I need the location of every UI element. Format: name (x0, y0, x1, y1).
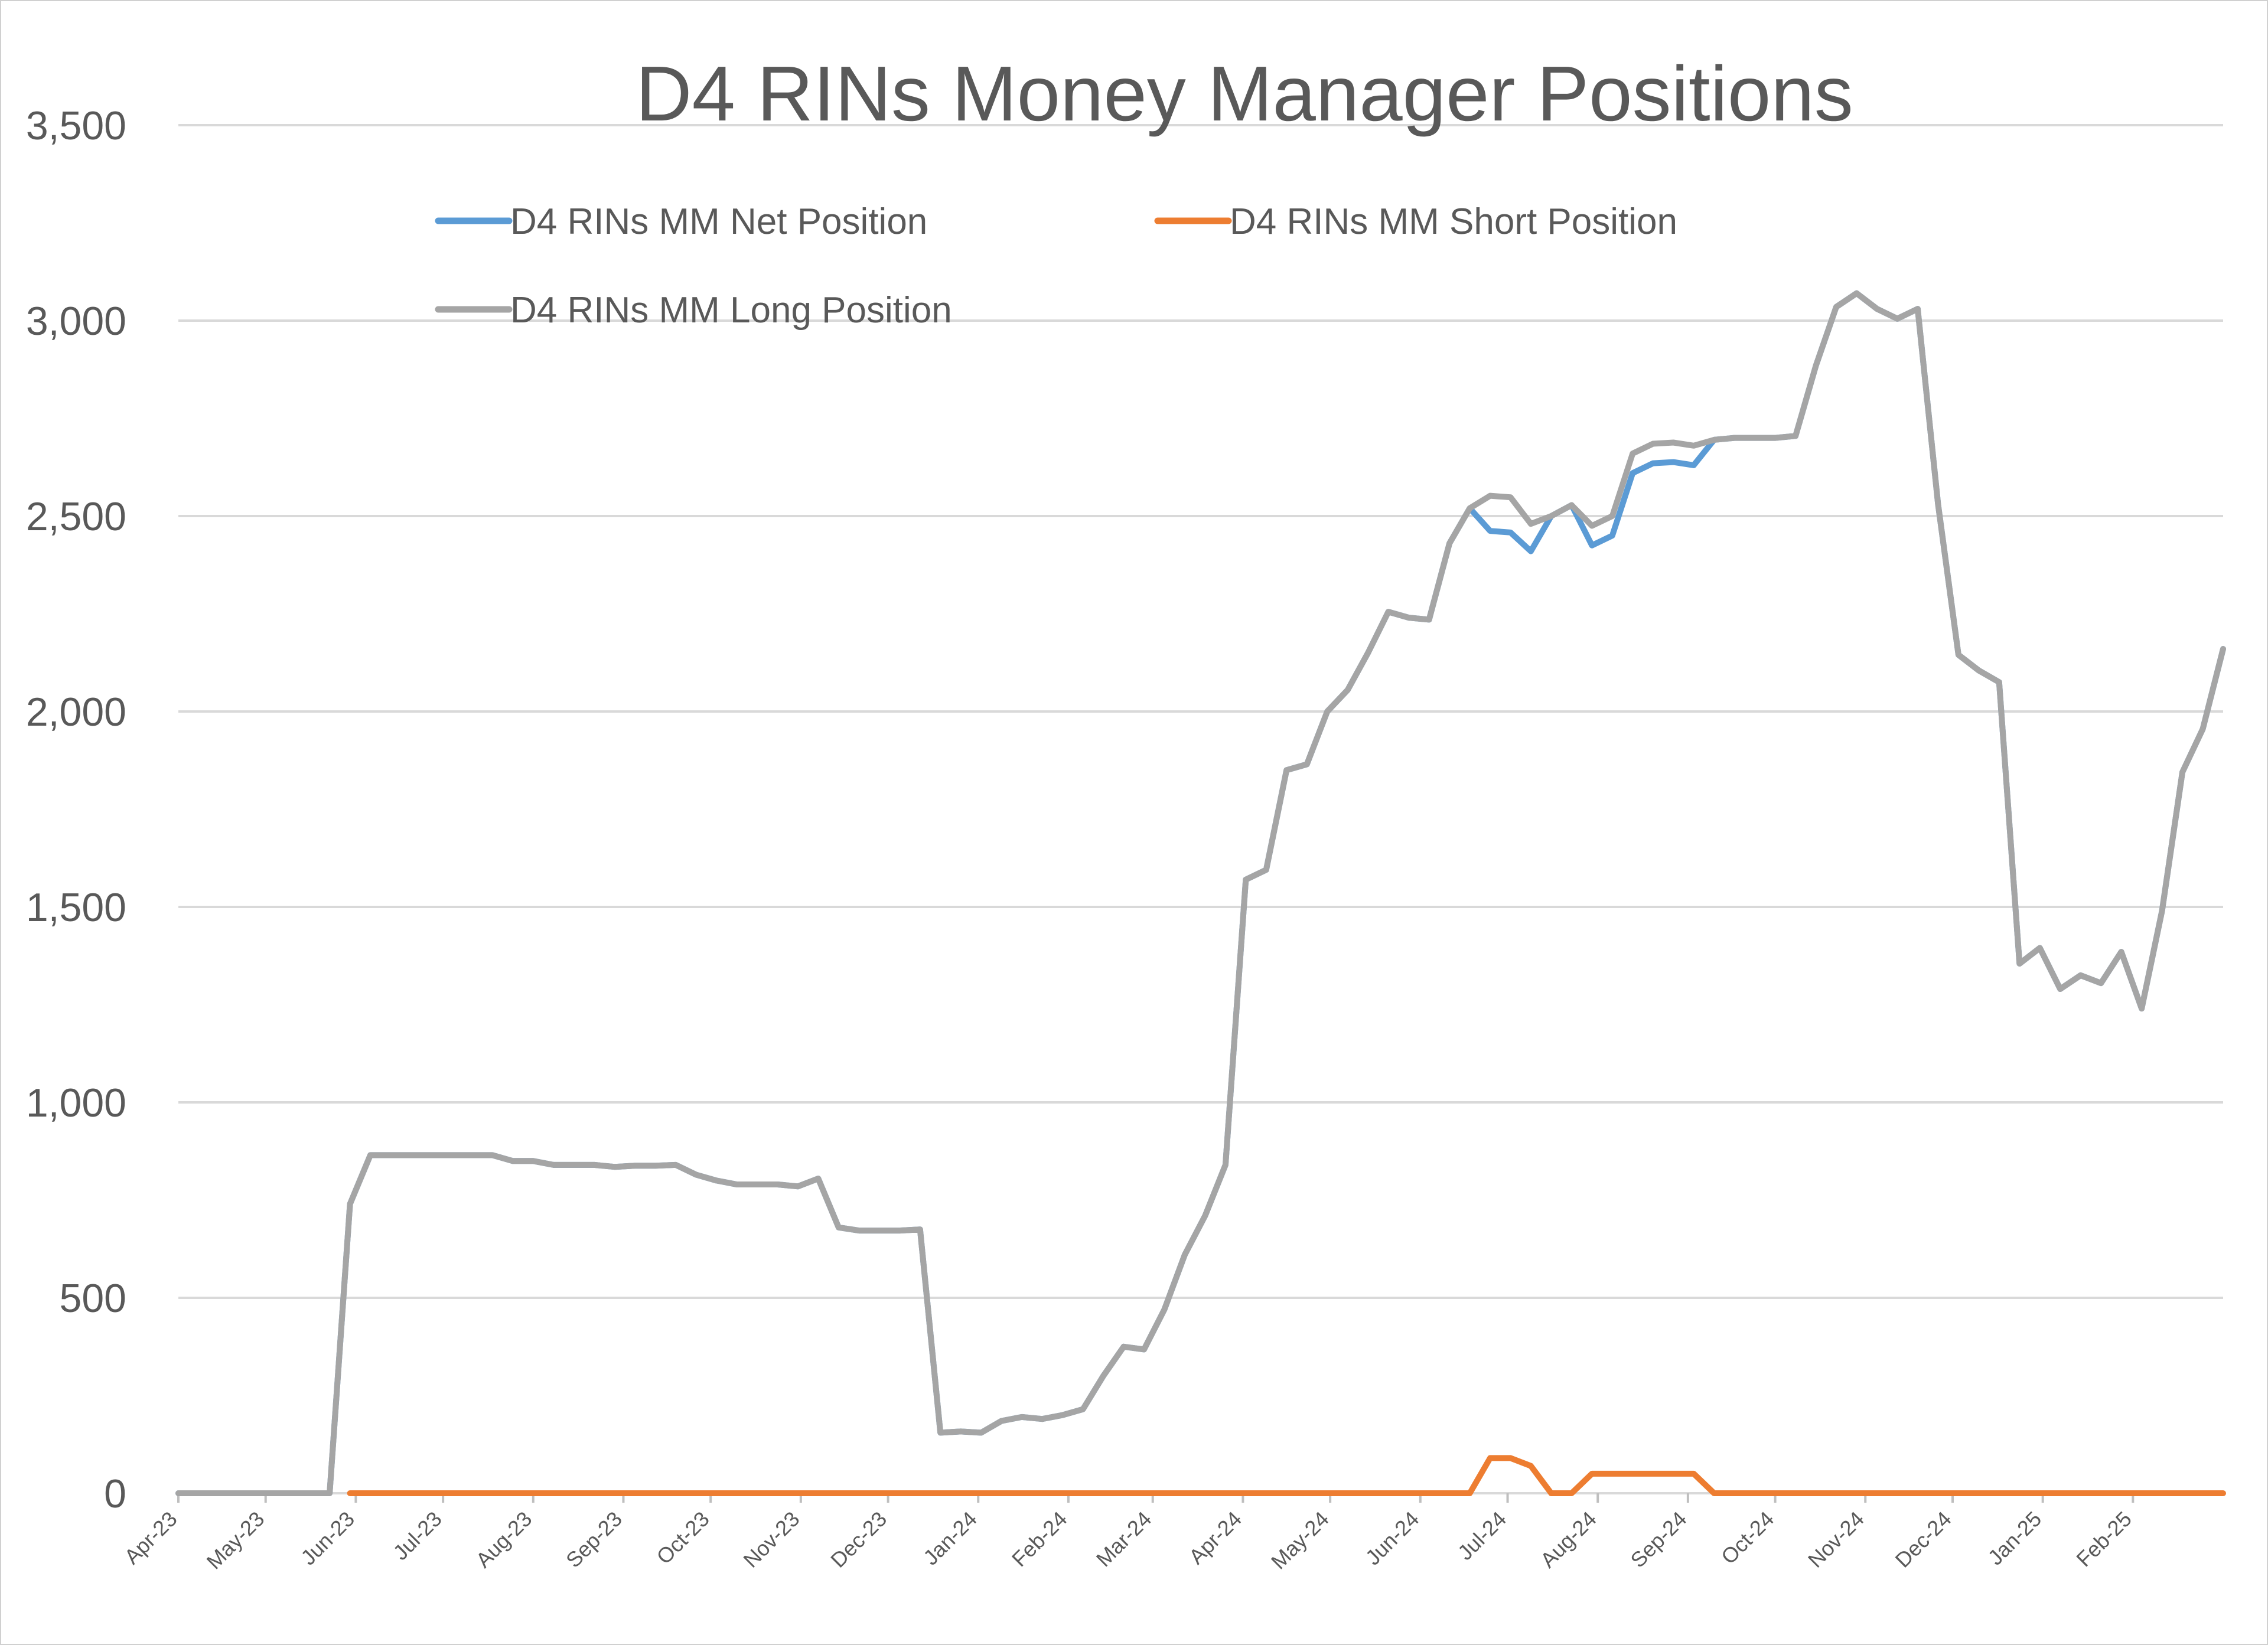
legend-item-short[interactable]: D4 RINs MM Short Position (1154, 201, 1677, 242)
legend-label-long: D4 RINs MM Long Position (510, 290, 952, 331)
x-tick-label: Dec-24 (1891, 1507, 1956, 1572)
series-line-short (347, 1455, 2226, 1496)
x-tick-label: Feb-24 (1007, 1507, 1072, 1572)
x-tick-label: Jul-24 (1453, 1507, 1511, 1565)
y-tick-label: 500 (60, 1276, 126, 1321)
y-tick-label: 0 (104, 1471, 126, 1516)
y-tick-label: 2,000 (26, 690, 126, 735)
y-tick-label: 1,000 (26, 1081, 126, 1125)
x-tick-label: Apr-24 (1184, 1507, 1246, 1569)
y-axis-ticks: 0 500 1,000 1,500 2,000 2,500 3,000 3,500 (26, 103, 126, 1516)
series-line-long (175, 290, 2226, 1496)
x-tick-label: Oct-24 (1716, 1507, 1778, 1569)
x-tick-label: Feb-25 (2071, 1507, 2136, 1572)
y-tick-label: 3,500 (26, 103, 126, 148)
x-tick-label: Jun-24 (1361, 1507, 1424, 1570)
x-tick-label: Aug-23 (471, 1507, 536, 1572)
x-tick-label: Apr-23 (119, 1507, 181, 1569)
x-tick-label: Jan-24 (918, 1507, 982, 1570)
x-tick-label: Jan-25 (1983, 1507, 2047, 1570)
y-tick-label: 1,500 (26, 885, 126, 930)
x-tick-label: Nov-23 (738, 1507, 804, 1572)
x-tick-label: Jun-23 (296, 1507, 359, 1570)
x-axis-ticks: Apr-23 May-23 Jun-23 Jul-23 Aug-23 Sep-23 Oct-… (119, 1507, 2136, 1574)
x-tick-label: Nov-24 (1803, 1507, 1869, 1572)
legend-item-net[interactable]: D4 RINs MM Net Position (435, 201, 927, 242)
x-tick-label: Mar-24 (1091, 1507, 1156, 1572)
series-line-net (175, 290, 2226, 1496)
series-layer (175, 290, 2226, 1496)
y-tick-label: 3,000 (26, 299, 126, 344)
y-tick-label: 2,500 (26, 494, 126, 539)
legend-label-net: D4 RINs MM Net Position (510, 201, 927, 242)
x-tick-label: May-24 (1266, 1507, 1334, 1574)
legend-item-long[interactable]: D4 RINs MM Long Position (435, 290, 952, 331)
x-tick-label: May-23 (202, 1507, 269, 1574)
x-tick-label: Oct-23 (651, 1507, 713, 1569)
x-tick-label: Aug-24 (1536, 1507, 1601, 1572)
x-tick-label: Dec-23 (826, 1507, 891, 1572)
x-tick-label: Sep-23 (561, 1507, 627, 1572)
chart-title: D4 RINs Money Manager Positions (636, 50, 1853, 137)
legend: D4 RINs MM Net Position D4 RINs MM Short… (435, 201, 1677, 331)
legend-label-short: D4 RINs MM Short Position (1230, 201, 1677, 242)
x-tick-label: Jul-23 (388, 1507, 446, 1565)
x-tick-label: Sep-24 (1625, 1507, 1691, 1572)
gridlines (178, 124, 2223, 1494)
